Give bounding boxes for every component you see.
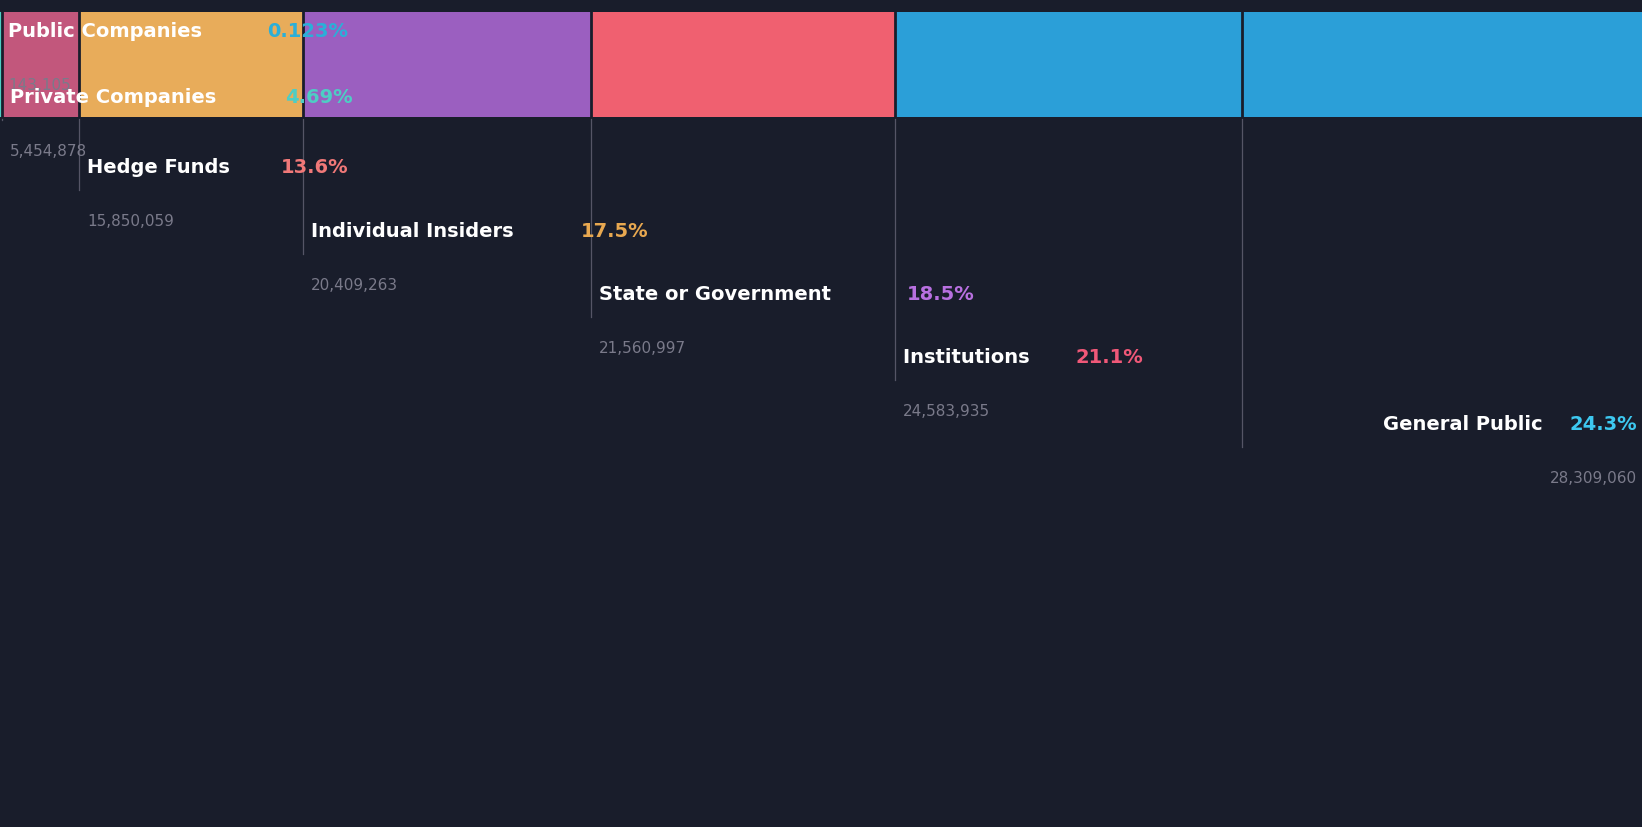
Text: 28,309,060: 28,309,060 <box>1550 471 1637 485</box>
Text: Institutions: Institutions <box>903 347 1036 366</box>
Text: 24,583,935: 24,583,935 <box>903 404 990 418</box>
Text: 143,105: 143,105 <box>8 79 71 93</box>
Bar <box>895 13 1243 118</box>
Text: 21,560,997: 21,560,997 <box>599 341 686 356</box>
Text: 21.1%: 21.1% <box>1076 347 1143 366</box>
Text: 15,850,059: 15,850,059 <box>87 214 174 229</box>
Bar <box>302 13 591 118</box>
Text: 17.5%: 17.5% <box>581 222 649 241</box>
Text: Hedge Funds: Hedge Funds <box>87 158 236 177</box>
Text: Public Companies: Public Companies <box>8 22 209 41</box>
Bar <box>1243 13 1642 118</box>
Text: 4.69%: 4.69% <box>286 88 353 107</box>
Text: Private Companies: Private Companies <box>10 88 223 107</box>
Text: 0.123%: 0.123% <box>268 22 348 41</box>
Text: 18.5%: 18.5% <box>906 284 975 304</box>
Bar <box>0 13 2 118</box>
Bar <box>591 13 895 118</box>
Text: 20,409,263: 20,409,263 <box>310 278 399 293</box>
Text: Individual Insiders: Individual Insiders <box>310 222 521 241</box>
Bar <box>2 13 79 118</box>
Text: 13.6%: 13.6% <box>281 158 348 177</box>
Text: 24.3%: 24.3% <box>1570 414 1637 433</box>
Bar <box>79 13 302 118</box>
Text: 5,454,878: 5,454,878 <box>10 144 87 159</box>
Text: State or Government: State or Government <box>599 284 837 304</box>
Text: General Public: General Public <box>1384 414 1550 433</box>
